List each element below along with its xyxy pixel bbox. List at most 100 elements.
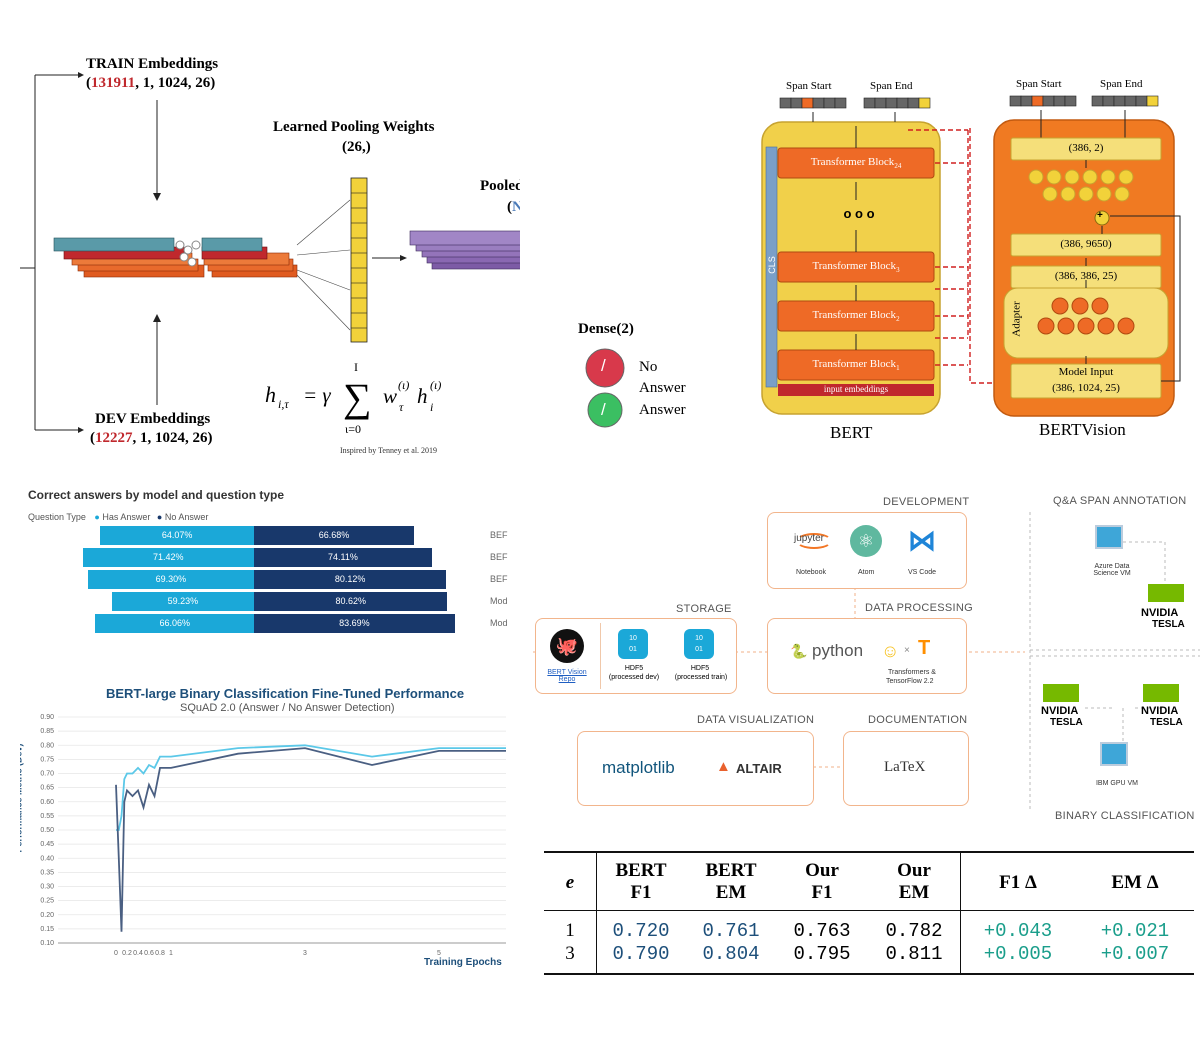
ibm-vm-label: IBM GPU VM [1095, 780, 1138, 787]
python-label: python [812, 641, 864, 660]
bert-span-start: Span Start [786, 80, 832, 92]
block-2-sub: 2 [896, 315, 900, 324]
formula-h2-sup: (ι) [430, 378, 442, 392]
github-icon[interactable]: 🐙 [550, 629, 584, 663]
answer-bar-row: 66.06% 83.69% Mod [20, 614, 520, 633]
data-processing-label: DATA PROCESSING [865, 602, 974, 614]
value-cell: 0.763 [793, 920, 851, 942]
nvidia-label-3: NVIDIA [1141, 705, 1179, 717]
pooling-weights-column [350, 177, 368, 343]
altair-icon: ▲ [716, 758, 731, 775]
legend-has-dot: ● [94, 512, 100, 522]
block-2-label: Transformer Block [812, 309, 897, 321]
shape-386-386-25: (386, 386, 25) [1054, 270, 1118, 282]
documentation-box: LaTeX [843, 731, 969, 806]
altair-label: ALTAIR [736, 761, 782, 776]
paren: ( [86, 75, 91, 91]
formula-bottom: ι=0 [345, 422, 361, 436]
paren: ( [90, 430, 95, 446]
hdf5-train-bin-1: 10 [695, 635, 703, 642]
pooled-shape: (N,1,1024) [507, 199, 520, 216]
storage-label: STORAGE [676, 603, 732, 615]
answer-node [587, 392, 623, 428]
y-tick-label: 0.80 [40, 742, 54, 749]
header-our-em: Our EM [868, 860, 960, 904]
no-answer-bar: 66.68% [254, 526, 415, 545]
binary-classification-label: BINARY CLASSIFICATION [1055, 810, 1195, 822]
train-embeddings-title: TRAIN Embeddings [86, 56, 219, 72]
table-bottom-rule [544, 973, 1194, 975]
formula-w: w [383, 384, 398, 408]
times-label: × [904, 645, 910, 656]
hdf5-train: HDF5 [690, 665, 710, 672]
block-dots: o o o [843, 206, 875, 221]
block-1: Transformer Block1 [780, 358, 932, 372]
header-bert-f1-1: BERT [615, 860, 667, 881]
y-tick-label: 0.70 [40, 771, 54, 778]
no-label: No [639, 359, 658, 375]
model-input-shape: (386, 1024, 25) [1052, 382, 1120, 394]
answer-bar-row: 71.42% 74.11% BEF [20, 548, 520, 567]
formula-h: h [265, 382, 276, 407]
formula: h i,τ = γ ∑ I ι=0 w τ (ι) h i (ι) [265, 360, 465, 440]
has-answer-bar: 66.06% [95, 614, 254, 633]
matplotlib-label: matplotlib [602, 758, 675, 777]
pipeline-lines [533, 512, 1200, 810]
value-cell: 0.761 [702, 920, 760, 942]
perf-subtitle: SQuAD 2.0 (Answer / No Answer Detection) [180, 702, 395, 714]
python-icon: 🐍 [790, 643, 808, 659]
value-cell: 0.720 [612, 920, 670, 942]
value-cell: +0.021 [1100, 920, 1170, 942]
table-mid-rule [544, 910, 1194, 911]
nvidia-label-1: NVIDIA [1141, 607, 1179, 619]
tesla-label-1: TESLA [1152, 619, 1185, 630]
x-tick-label: 0.6 [144, 950, 154, 957]
series-line-em [115, 747, 506, 932]
formula-eq: = γ [303, 383, 331, 407]
dense-nodes [585, 348, 625, 428]
has-answer-bar: 59.23% [111, 592, 254, 611]
header-f1-delta: F1 Δ [999, 872, 1037, 893]
value-cell: 0.804 [702, 943, 760, 965]
architecture-graphics [761, 95, 1181, 417]
legend-has: Has Answer [102, 512, 151, 522]
answer-bar-row: 69.30% 80.12% BEF [20, 570, 520, 589]
data-viz-label: DATA VISUALIZATION [697, 714, 815, 726]
data-processing-box: 🐍 python ☺ × T Transformers & TensorFlow… [767, 618, 967, 694]
x-tick-label: 0.4 [133, 950, 143, 957]
bert-label: BERT [830, 423, 873, 442]
formula-sigma: ∑ [343, 375, 372, 420]
answer-bars: 64.07% 66.68% BEF 71.42% 74.11% BEF 69.30% 80.1… [20, 526, 520, 646]
bar-category-label: BEF [490, 530, 508, 540]
y-tick-label: 0.40 [40, 855, 54, 862]
value-cell: +0.007 [1100, 943, 1170, 965]
tensorflow-icon: T [918, 637, 931, 659]
table-vrule-1 [596, 851, 597, 973]
answer-bar-row: 64.07% 66.68% BEF [20, 526, 520, 545]
y-tick-label: 0.10 [40, 940, 54, 947]
notebook-label: Notebook [796, 569, 826, 576]
y-tick-label: 0.60 [40, 799, 54, 806]
answer-label: Answer [639, 402, 686, 418]
azure-vm-icon [1095, 525, 1123, 549]
storage-box: 🐙 BERT Vision Repo 10 01 HDF5 (processed… [535, 618, 737, 694]
value-cell: 0.790 [612, 943, 670, 965]
header-e: e [565, 872, 575, 893]
pooling-diagram: TRAIN Embeddings (131911, 1, 1024, 26) D… [0, 0, 520, 470]
block-1-label: Transformer Block [812, 358, 897, 370]
jupyter-text: jupyter [794, 533, 825, 544]
answer-bar-row: 59.23% 80.62% Mod [20, 592, 520, 611]
hdf5-dev: HDF5 [624, 665, 644, 672]
pooled-n: N [512, 199, 520, 215]
shape-386-2: (386, 2) [1068, 142, 1104, 154]
hdf5-train-sub: (processed train) [674, 674, 728, 681]
table-top-rule [544, 851, 1194, 853]
paren: ( [507, 199, 512, 215]
bert-repo-link[interactable]: BERT Vision Repo [547, 669, 587, 683]
documentation-label: DOCUMENTATION [868, 714, 968, 726]
header-our-em-2: EM [898, 882, 930, 903]
bar-category-label: BEF [490, 574, 508, 584]
bert-span-end: Span End [870, 80, 913, 92]
y-tick-label: 0.50 [40, 827, 54, 834]
header-bert-em-2: EM [715, 882, 747, 903]
